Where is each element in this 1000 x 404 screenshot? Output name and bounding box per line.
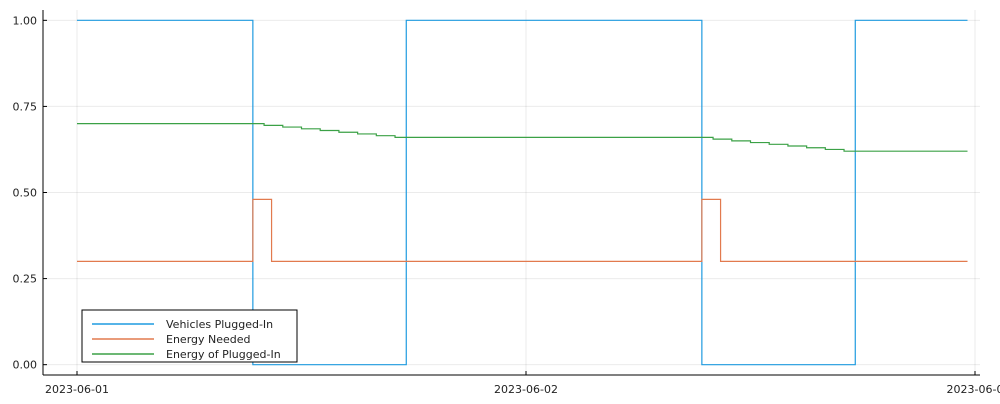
legend-label: Vehicles Plugged-In <box>166 318 273 331</box>
x-tick-label: 2023-06-02 <box>494 383 558 396</box>
legend-label: Energy of Plugged-In <box>166 348 281 361</box>
legend-label: Energy Needed <box>166 333 251 346</box>
y-tick-label: 1.00 <box>13 14 38 27</box>
y-tick-label: 0.00 <box>13 359 38 372</box>
series-line-1 <box>77 199 968 261</box>
y-tick-label: 0.25 <box>13 273 38 286</box>
y-tick-label: 0.75 <box>13 100 38 113</box>
y-tick-label: 0.50 <box>13 187 38 200</box>
x-tick-label: 2023-06-0 <box>947 383 1000 396</box>
series-line-2 <box>77 124 968 152</box>
x-tick-label: 2023-06-01 <box>45 383 109 396</box>
legend: Vehicles Plugged-In Energy Needed Energy o… <box>82 310 297 362</box>
